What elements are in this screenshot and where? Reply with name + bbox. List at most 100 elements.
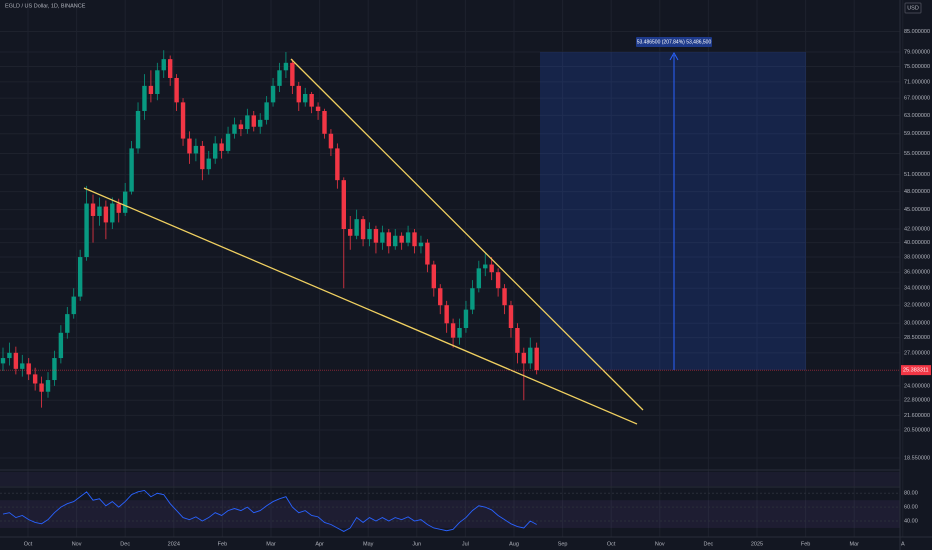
y-tick-label: 32.000000	[904, 303, 930, 309]
candle-body	[303, 93, 308, 103]
candle-body	[129, 148, 134, 192]
candle-body	[167, 59, 173, 78]
candle-body	[412, 232, 417, 247]
candle-body	[457, 328, 462, 338]
candle-body	[26, 363, 31, 375]
candle-body	[264, 102, 269, 120]
y-tick-label: 21.600000	[904, 413, 930, 419]
candle-body	[187, 138, 192, 154]
candle-body	[103, 206, 109, 223]
candle-body	[174, 77, 179, 103]
candle-body	[444, 305, 449, 324]
candle-body	[290, 62, 295, 86]
x-tick-label: 2025	[751, 541, 763, 547]
candle-body	[335, 148, 340, 181]
candle-body	[463, 309, 469, 329]
candle-body	[13, 352, 19, 369]
candle-body	[84, 203, 89, 258]
candle-body	[148, 85, 154, 94]
y-tick-label: 34.000000	[904, 286, 930, 292]
x-tick-label: Jun	[412, 541, 421, 547]
candle-body	[238, 124, 244, 130]
y-tick-label: 24.000000	[904, 383, 930, 389]
candle-body	[135, 110, 141, 149]
candles	[0, 50, 539, 408]
currency-button[interactable]	[904, 2, 922, 14]
candle-body	[528, 347, 533, 364]
currency[interactable]: USD	[907, 5, 919, 11]
candle-body	[431, 264, 437, 289]
y-tick-label: 51.000000	[904, 172, 930, 178]
y-tick-label: 75.000000	[904, 64, 930, 70]
candle-body	[418, 242, 424, 247]
candle-body	[354, 219, 359, 236]
x-tick-label: Mar	[849, 541, 859, 547]
candle-body	[0, 358, 6, 364]
y-tick-label: 18.550000	[904, 455, 930, 461]
candle-body	[20, 363, 25, 369]
candle-body	[425, 242, 430, 265]
candle-body	[116, 203, 121, 213]
candle-body	[360, 219, 366, 240]
x-tick-label: Dec	[120, 541, 130, 547]
x-tick-label: A	[901, 541, 905, 547]
x-tick-label: Nov	[72, 541, 82, 547]
symbol-title: EGLD / US Dollar, 1D, BINANCE	[5, 3, 86, 9]
candle-body	[65, 314, 70, 333]
candle-body	[328, 133, 334, 149]
y-tick-label: 67.000000	[904, 96, 930, 102]
candle-body	[39, 383, 44, 392]
candle-body	[495, 272, 501, 289]
candle-body	[180, 102, 186, 139]
x-tick-label: Sep	[558, 541, 568, 547]
measure-label: 53.486500 (207.84%) 53,486,500	[637, 39, 712, 45]
candle-body	[386, 232, 391, 247]
x-tick-label: Oct	[607, 541, 616, 547]
candle-body	[534, 347, 539, 371]
x-tick-label: Nov	[655, 541, 665, 547]
candle-body	[32, 374, 38, 384]
x-tick-label: Jul	[462, 541, 469, 547]
rsi-band	[0, 500, 900, 528]
x-tick-label: Feb	[801, 541, 810, 547]
candle-body	[483, 264, 488, 269]
candle-body	[476, 268, 482, 289]
candle-body	[399, 235, 404, 243]
y-tick-label: 79.000000	[904, 49, 930, 55]
y-tick-label: 71.000000	[904, 79, 930, 85]
candle-body	[45, 380, 51, 392]
y-tick-label: 38.000000	[904, 255, 930, 261]
grid	[0, 0, 904, 537]
y-tick-label: 55.000000	[904, 151, 930, 157]
candle-body	[270, 85, 276, 103]
measure-label-bg	[636, 37, 712, 47]
candle-body	[225, 133, 231, 151]
candle-body	[97, 206, 102, 216]
x-tick-label: 2024	[168, 541, 180, 547]
rsi-tick-label: 80.00	[904, 491, 918, 497]
candle-body	[315, 106, 321, 111]
candle-body	[296, 85, 301, 103]
candle-body	[322, 110, 327, 134]
x-tick-label: Mar	[266, 541, 276, 547]
y-tick-label: 48.000000	[904, 189, 930, 195]
candle-body	[7, 352, 12, 359]
candle-body	[161, 59, 166, 71]
candle-body	[380, 232, 385, 243]
candle-body	[309, 93, 314, 107]
candle-body	[232, 124, 237, 134]
candle-body	[193, 145, 199, 154]
y-tick-label: 28.500000	[904, 335, 930, 341]
candle-body	[438, 288, 443, 306]
y-tick-label: 42.000000	[904, 226, 930, 232]
candle-body	[515, 328, 520, 353]
candle-body	[258, 119, 263, 127]
candle-body	[251, 115, 256, 127]
macd-pane	[0, 472, 900, 486]
candle-body	[206, 158, 211, 170]
candle-body	[341, 180, 346, 230]
candle-body	[393, 235, 398, 247]
candle-body	[373, 229, 379, 243]
candle-body	[71, 296, 76, 315]
